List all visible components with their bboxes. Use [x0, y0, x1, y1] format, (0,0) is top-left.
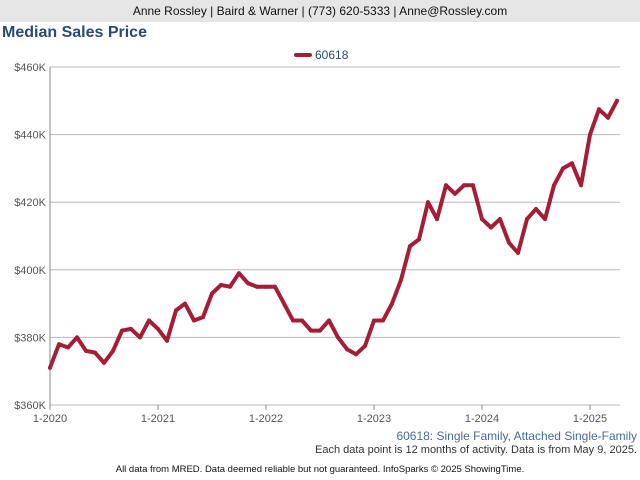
data-point	[561, 166, 565, 171]
data-point	[237, 271, 241, 276]
footer-disclaimer: All data from MRED. Data deemed reliable…	[115, 464, 525, 475]
data-point	[228, 284, 232, 289]
data-point	[75, 335, 79, 340]
data-point	[579, 183, 583, 188]
data-point	[129, 326, 133, 331]
data-point	[615, 98, 619, 103]
data-point	[408, 244, 412, 249]
data-point	[417, 237, 421, 242]
data-point	[471, 183, 475, 188]
data-point	[480, 217, 484, 222]
data-point	[327, 318, 331, 323]
data-point	[552, 183, 556, 188]
legend-label: 60618	[315, 48, 349, 62]
data-point	[93, 350, 97, 355]
grid-lines	[50, 66, 620, 406]
series-line-60618	[48, 98, 619, 370]
data-point	[201, 315, 205, 320]
data-point	[489, 225, 493, 230]
x-tick-label: 1-2020	[33, 413, 67, 425]
x-tick-label: 1-2021	[141, 413, 175, 425]
data-point	[246, 281, 250, 286]
data-point	[120, 328, 124, 333]
data-point	[363, 343, 367, 348]
data-point	[543, 217, 547, 222]
data-point	[57, 342, 61, 347]
x-tick-label: 1-2025	[573, 413, 607, 425]
data-point	[525, 217, 529, 222]
chart-title: Median Sales Price	[2, 24, 147, 41]
data-point	[507, 240, 511, 245]
data-point	[390, 301, 394, 306]
data-point	[255, 284, 259, 289]
data-point	[66, 345, 70, 350]
data-point	[453, 191, 457, 196]
data-point	[426, 200, 430, 205]
data-point	[498, 217, 502, 222]
data-point	[309, 328, 313, 333]
data-point	[147, 318, 151, 323]
y-tick-label: $400K	[14, 265, 46, 277]
data-point	[381, 318, 385, 323]
x-tick-label: 1-2022	[249, 413, 283, 425]
data-point	[48, 365, 52, 370]
data-point	[111, 348, 115, 353]
data-note: Each data point is 12 months of activity…	[314, 444, 637, 456]
data-point	[183, 301, 187, 306]
data-point	[336, 335, 340, 340]
data-point	[165, 338, 169, 343]
data-point	[273, 284, 277, 289]
data-point	[210, 291, 214, 296]
data-point	[174, 308, 178, 313]
data-point	[138, 335, 142, 340]
data-point	[291, 318, 295, 323]
data-point	[435, 217, 439, 222]
contact-text: Anne Rossley | Baird & Warner | (773) 62…	[132, 4, 508, 18]
data-point	[372, 318, 376, 323]
data-point	[192, 318, 196, 323]
chart-description: 60618: Single Family, Attached Single-Fa…	[396, 429, 637, 443]
data-point	[84, 348, 88, 353]
axes: $360K $380K $400K $420K $440K $460K 1-2020 1-20…	[14, 62, 607, 425]
data-point	[282, 301, 286, 306]
data-point	[570, 161, 574, 166]
data-point	[597, 107, 601, 112]
data-point	[318, 328, 322, 333]
y-tick-label: $420K	[14, 197, 46, 209]
series-layer	[48, 98, 619, 370]
contact-header: Anne Rossley | Baird & Warner | (773) 62…	[0, 0, 640, 22]
data-point	[516, 250, 520, 255]
data-point	[345, 347, 349, 352]
y-tick-label: $440K	[14, 130, 46, 142]
y-tick-label: $380K	[14, 332, 46, 344]
data-point	[399, 277, 403, 282]
data-point	[606, 115, 610, 120]
data-point	[462, 183, 466, 188]
data-point	[444, 183, 448, 188]
y-tick-label: $460K	[14, 62, 46, 74]
legend: 60618	[294, 48, 349, 62]
data-point	[102, 360, 106, 365]
y-tick-label: $360K	[14, 400, 46, 412]
x-tick-label: 1-2024	[465, 413, 499, 425]
data-point	[219, 283, 223, 287]
data-point	[588, 132, 592, 137]
data-point	[264, 284, 268, 289]
data-point	[354, 352, 358, 357]
x-tick-label: 1-2023	[357, 413, 391, 425]
data-point	[534, 207, 538, 211]
data-point	[300, 318, 304, 323]
data-point	[156, 326, 160, 331]
